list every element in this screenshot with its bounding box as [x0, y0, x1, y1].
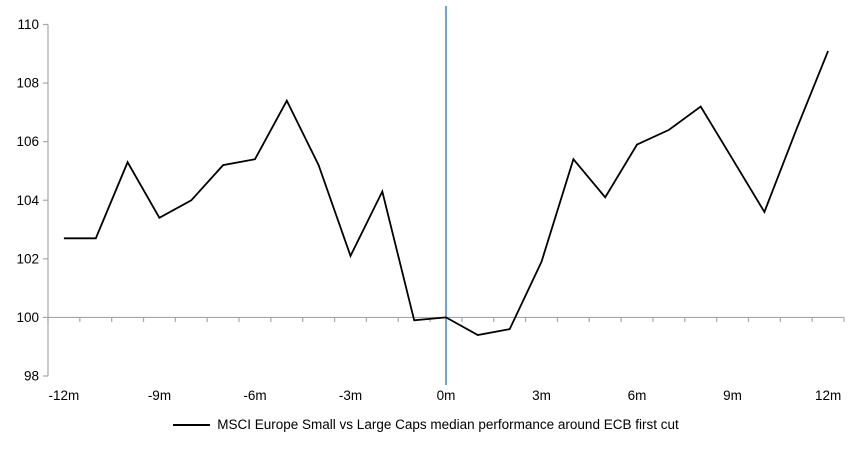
y-tick-label: 106	[16, 134, 39, 149]
chart-legend: MSCI Europe Small vs Large Caps median p…	[0, 417, 852, 433]
y-tick-label: 108	[16, 76, 39, 91]
y-tick-label: 110	[17, 17, 39, 32]
x-tick-label: -6m	[243, 388, 266, 403]
x-tick-label: 9m	[723, 388, 742, 403]
x-tick-label: 0m	[437, 388, 456, 403]
y-tick-label: 98	[24, 369, 39, 384]
series-line	[63, 50, 829, 336]
legend-label: MSCI Europe Small vs Large Caps median p…	[217, 417, 679, 432]
x-tick-label: 12m	[815, 388, 841, 403]
y-tick-label: 102	[16, 251, 39, 266]
x-tick-label: 6m	[628, 388, 647, 403]
y-tick-label: 104	[16, 193, 39, 208]
x-tick-label: -3m	[339, 388, 362, 403]
x-tick-label: -12m	[49, 388, 80, 403]
y-tick-label: 100	[16, 310, 39, 325]
x-tick-label: 3m	[532, 388, 551, 403]
legend-line-swatch-icon	[173, 424, 211, 426]
x-tick-label: -9m	[148, 388, 171, 403]
